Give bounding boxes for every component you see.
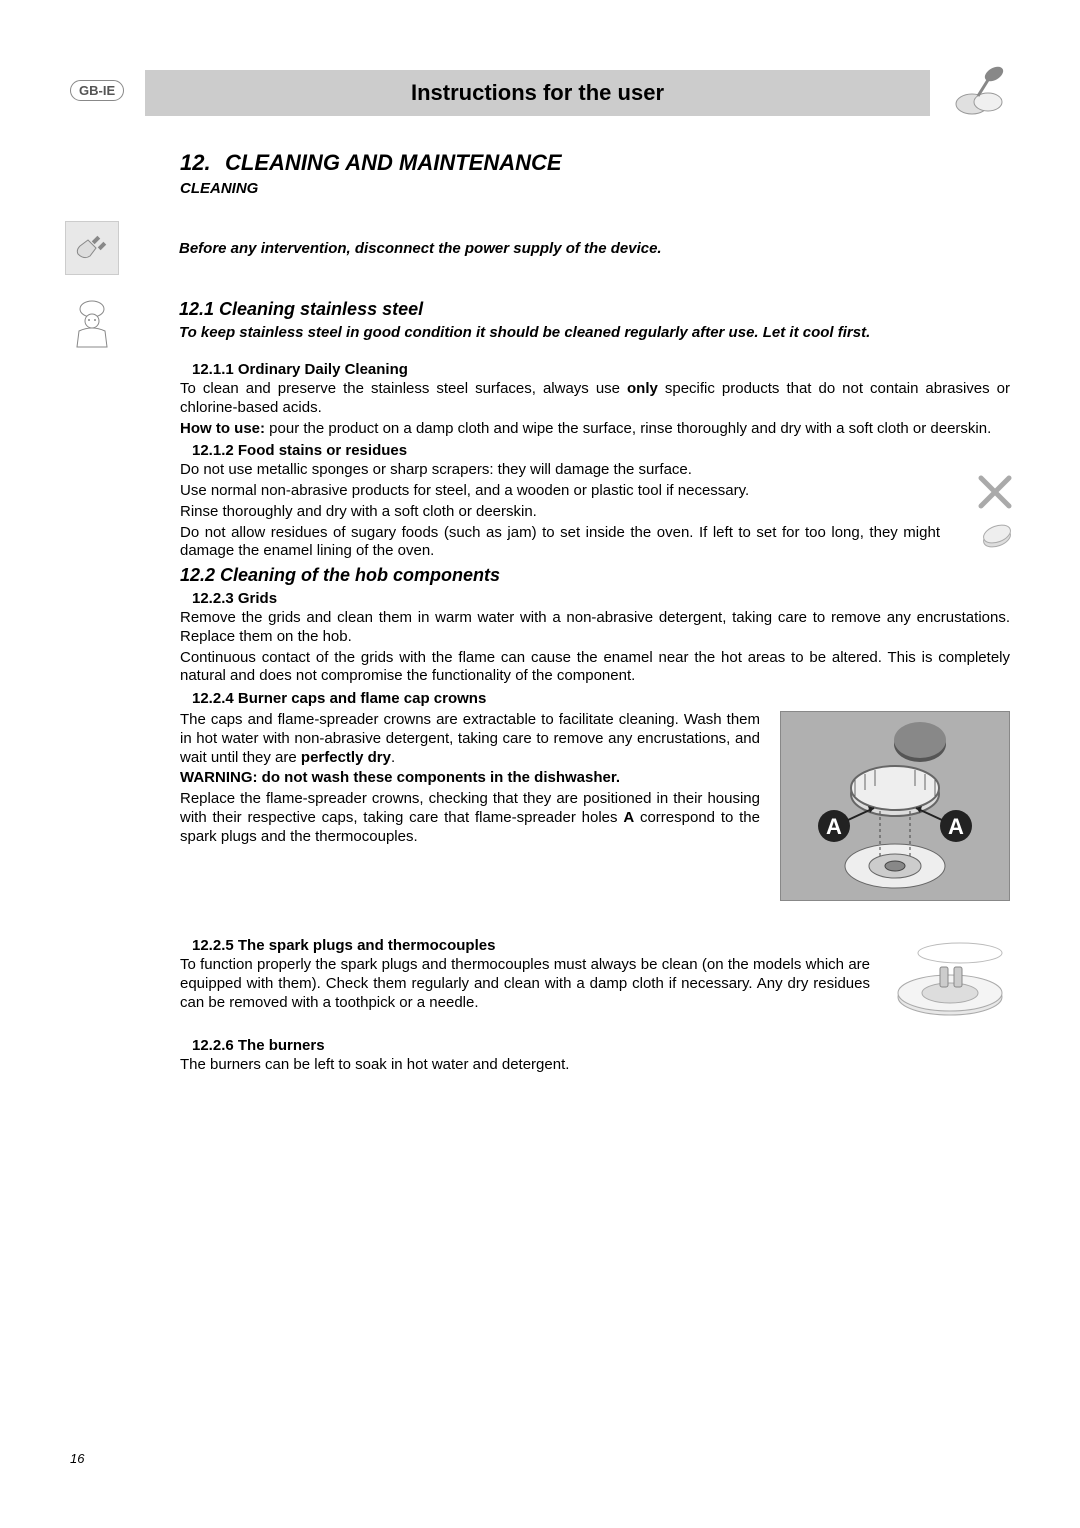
plug-warning-icon [65, 221, 119, 275]
subsub-12-2-5-title: 12.2.5 The spark plugs and thermocouples [192, 937, 870, 954]
section-12-2-4-row: The caps and flame-spreader crowns are e… [180, 711, 1010, 901]
content-area: 12. CLEANING AND MAINTENANCE CLEANING Be… [180, 150, 1010, 1075]
burner-diagram: A A [780, 711, 1010, 901]
spark-plug-diagram [890, 933, 1010, 1023]
right-icons [955, 472, 1015, 552]
spoon-cloud-icon [950, 62, 1010, 122]
p-12-1-1-b: How to use: pour the product on a damp c… [180, 420, 1010, 439]
subsection-12-2-title: 12.2 Cleaning of the hob components [180, 565, 1010, 586]
section-12-2-4-text: The caps and flame-spreader crowns are e… [180, 711, 760, 848]
p-12-2-4-a: The caps and flame-spreader crowns are e… [180, 711, 760, 767]
cross-icon [975, 472, 1015, 512]
chef-icon [65, 297, 119, 351]
warning-text: Before any intervention, disconnect the … [179, 240, 662, 257]
txt: To clean and preserve the stainless stee… [180, 380, 627, 397]
txt-bold: only [627, 380, 658, 397]
page-number: 16 [70, 1451, 84, 1466]
section-subtitle: CLEANING [180, 180, 1010, 197]
p-12-2-5-a: To function properly the spark plugs and… [180, 956, 870, 1012]
section-12-1-row: 12.1 Cleaning stainless steel To keep st… [65, 297, 1010, 351]
p-12-2-6-a: The burners can be left to soak in hot w… [180, 1056, 1010, 1075]
section-12-2-5-row: 12.2.5 The spark plugs and thermocouples… [180, 933, 1010, 1023]
region-badge: GB-IE [70, 80, 124, 101]
p-12-1-2-a: Do not use metallic sponges or sharp scr… [180, 461, 1010, 480]
subsub-12-2-3-title: 12.2.3 Grids [192, 590, 1010, 607]
subsub-12-1-1-title: 12.1.1 Ordinary Daily Cleaning [192, 361, 1010, 378]
txt: pour the product on a damp cloth and wip… [265, 420, 991, 437]
section-12-2-5-text: 12.2.5 The spark plugs and thermocouples… [180, 933, 870, 1014]
p-12-2-3-a: Remove the grids and clean them in warm … [180, 609, 1010, 647]
subsub-12-2-4-title: 12.2.4 Burner caps and flame cap crowns [192, 690, 1010, 707]
p-12-2-4-b: Replace the flame-spreader crowns, check… [180, 790, 760, 846]
section-12-1-intro: To keep stainless steel in good conditio… [179, 324, 1010, 341]
section-12-1-2: 12.1.2 Food stains or residues Do not us… [180, 442, 1010, 561]
subsection-12-1-title: 12.1 Cleaning stainless steel [179, 299, 1010, 320]
section-number: 12. [180, 150, 211, 175]
txt-bold: perfectly dry [301, 749, 391, 766]
p-12-2-3-b: Continuous contact of the grids with the… [180, 649, 1010, 687]
header-bar: Instructions for the user [145, 70, 930, 116]
p-12-1-1-a: To clean and preserve the stainless stee… [180, 380, 1010, 418]
p-12-1-2-b: Use normal non-abrasive products for ste… [180, 482, 1010, 501]
section-name: CLEANING AND MAINTENANCE [225, 150, 562, 175]
page-header: Instructions for the user [145, 70, 1010, 122]
txt-bold: How to use: [180, 420, 265, 437]
svg-text:A: A [948, 814, 964, 839]
txt-bold: WARNING: do not wash these components in… [180, 769, 620, 786]
p-12-1-2-d: Do not allow residues of sugary foods (s… [180, 524, 1010, 562]
svg-text:A: A [826, 814, 842, 839]
sponge-icon [979, 520, 1015, 552]
subsub-12-2-6-title: 12.2.6 The burners [192, 1037, 1010, 1054]
warning-row: Before any intervention, disconnect the … [65, 221, 1010, 275]
subsub-12-1-2-title: 12.1.2 Food stains or residues [192, 442, 1010, 459]
header-title: Instructions for the user [411, 80, 664, 106]
txt: The caps and flame-spreader crowns are e… [180, 711, 760, 766]
txt-bold: A [623, 809, 634, 826]
p-12-2-4-warn: WARNING: do not wash these components in… [180, 769, 760, 788]
section-title: 12. CLEANING AND MAINTENANCE [180, 150, 1010, 176]
txt: . [391, 749, 395, 766]
p-12-1-2-c: Rinse thoroughly and dry with a soft clo… [180, 503, 1010, 522]
